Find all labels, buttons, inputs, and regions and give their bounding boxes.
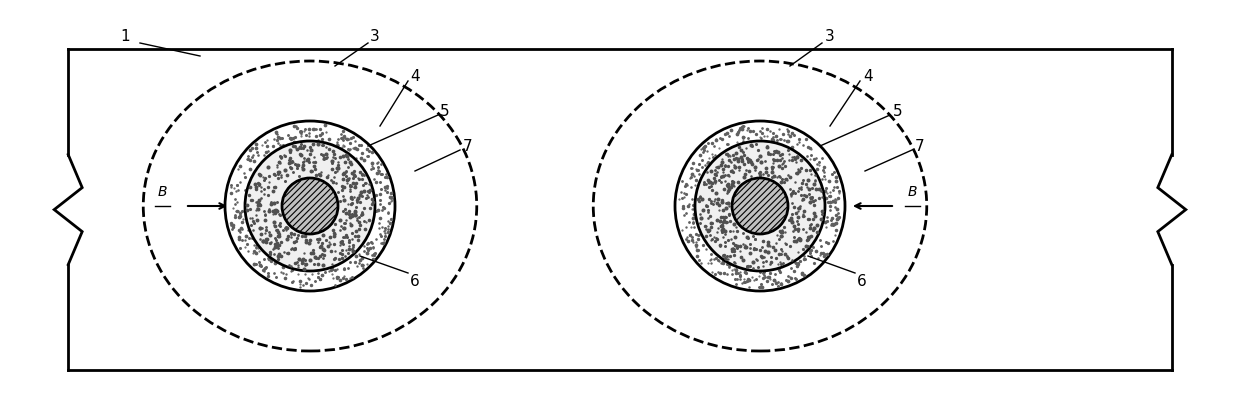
Ellipse shape <box>281 178 339 234</box>
Text: 7: 7 <box>464 139 472 153</box>
Text: 3: 3 <box>825 28 835 44</box>
Text: 6: 6 <box>410 273 420 289</box>
Text: 1: 1 <box>120 28 130 44</box>
Ellipse shape <box>224 121 396 291</box>
Ellipse shape <box>694 141 825 271</box>
Ellipse shape <box>246 141 374 271</box>
Text: 5: 5 <box>440 104 450 118</box>
Text: 5: 5 <box>893 104 903 118</box>
Text: B: B <box>908 185 916 199</box>
Text: 4: 4 <box>410 69 420 83</box>
Text: 6: 6 <box>857 273 867 289</box>
Text: B: B <box>157 185 166 199</box>
Ellipse shape <box>675 121 844 291</box>
Text: 3: 3 <box>370 28 379 44</box>
Ellipse shape <box>732 178 787 234</box>
Text: 7: 7 <box>915 139 925 153</box>
Text: 4: 4 <box>863 69 873 83</box>
